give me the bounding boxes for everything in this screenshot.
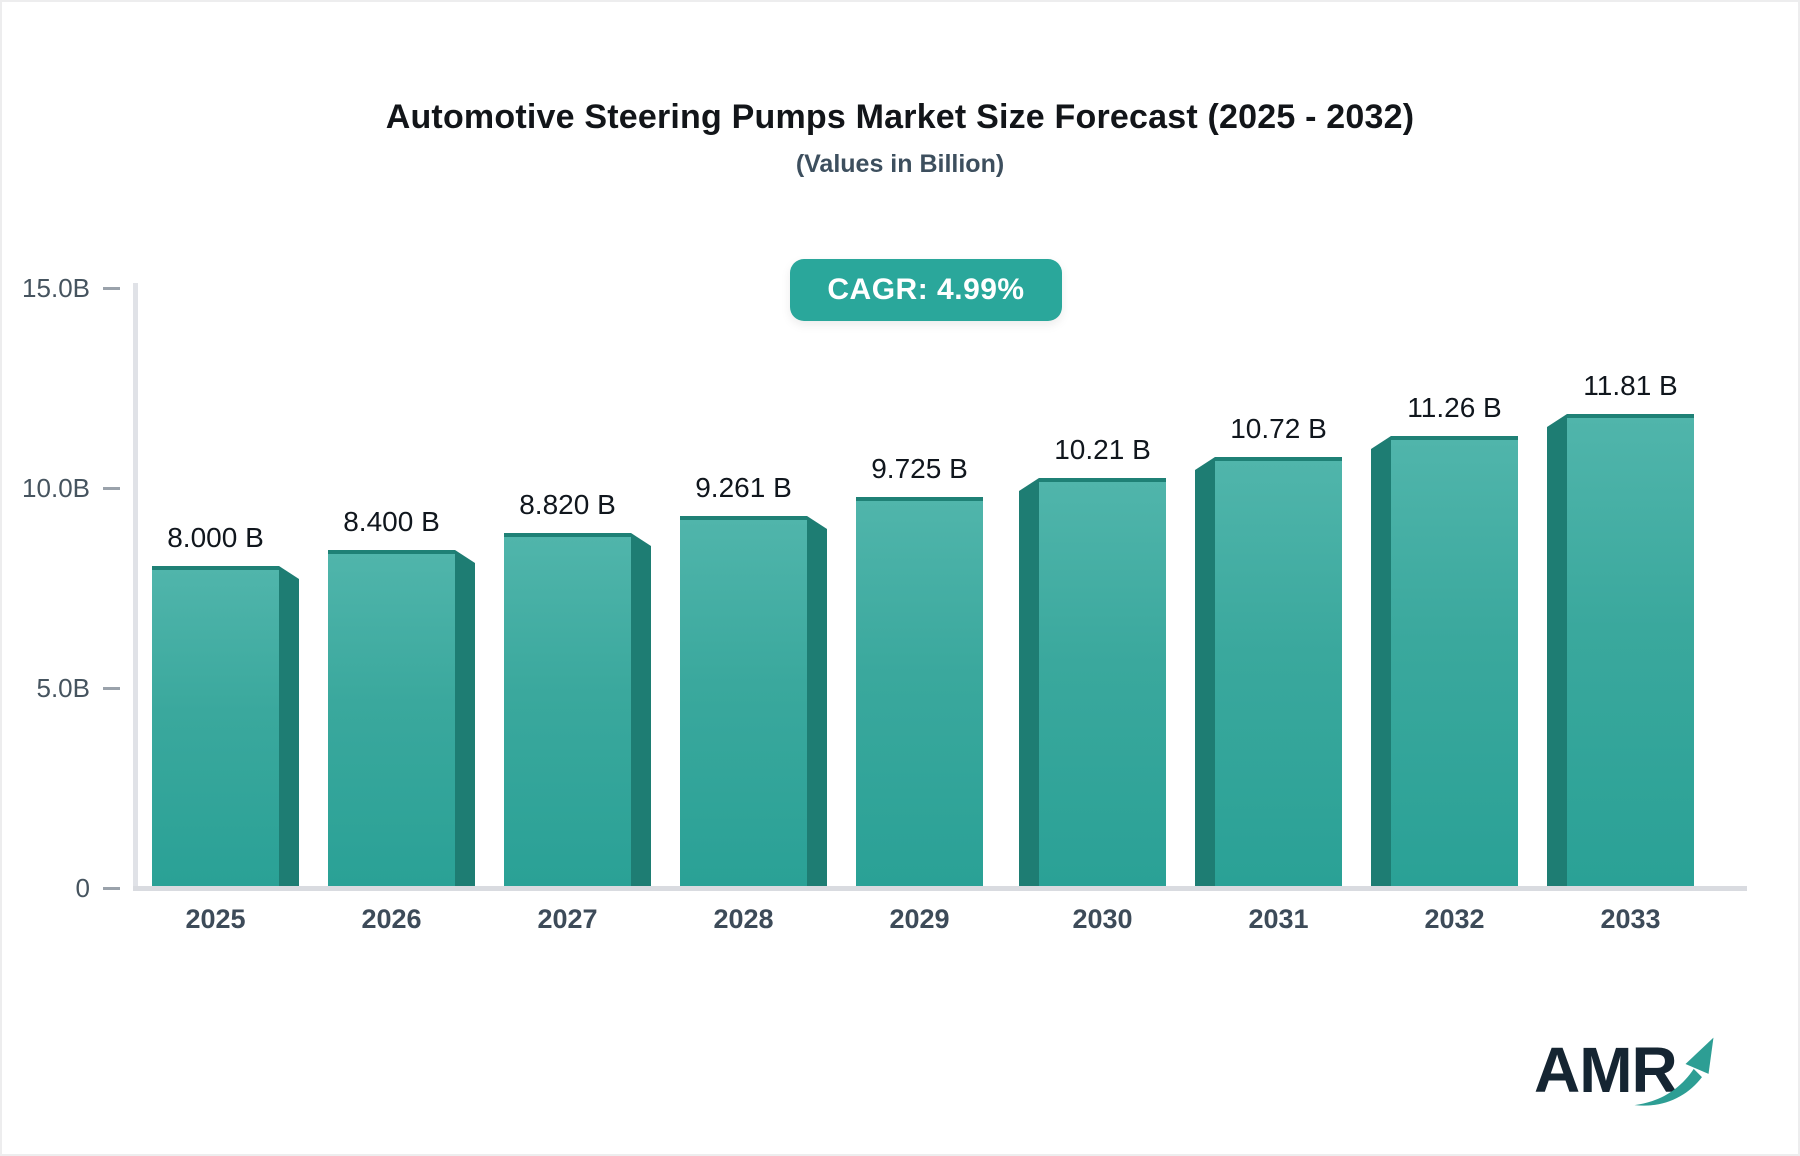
amr-logo-text: AMR — [1534, 1034, 1678, 1106]
bar-group[interactable] — [504, 533, 651, 886]
bar-value-label: 9.261 B — [695, 472, 792, 503]
bar-value-label: 9.725 B — [871, 453, 968, 484]
y-tick-label: 5.0B — [36, 673, 91, 703]
y-tick-label: 10.0B — [22, 473, 90, 503]
x-tick-label: 2031 — [1248, 904, 1309, 934]
x-axis-line — [133, 886, 1747, 891]
bar-value-label: 8.400 B — [343, 506, 440, 537]
chart-title: Automotive Steering Pumps Market Size Fo… — [385, 98, 1415, 136]
bar-value-label: 10.21 B — [1054, 434, 1151, 465]
bar-side-panel — [1371, 436, 1391, 886]
growth-arrow-icon — [1634, 1037, 1714, 1106]
bar-side-panel — [807, 516, 827, 886]
y-tick — [103, 887, 120, 890]
bar-face[interactable] — [680, 516, 807, 886]
bar-value-label: 11.81 B — [1583, 370, 1678, 401]
x-tick-label: 2025 — [185, 904, 246, 934]
bar-side-panel — [279, 566, 299, 886]
bar-face[interactable] — [856, 497, 983, 886]
bar-value-label: 11.26 B — [1407, 392, 1502, 423]
bar-value-label: 8.820 B — [519, 489, 616, 520]
bar-face[interactable] — [504, 533, 631, 886]
bar-side-panel — [1195, 457, 1215, 886]
chart-subtitle: (Values in Billion) — [795, 150, 1005, 178]
y-tick-label: 0 — [75, 873, 90, 903]
bar-face[interactable] — [1391, 436, 1518, 886]
bar-group[interactable] — [856, 497, 983, 886]
bar-group[interactable] — [680, 516, 827, 886]
x-tick-label: 2033 — [1600, 904, 1661, 934]
bar-face[interactable] — [152, 566, 279, 886]
x-tick-label: 2027 — [537, 904, 598, 934]
x-tick-label: 2030 — [1072, 904, 1133, 934]
x-tick-label: 2028 — [713, 904, 774, 934]
y-axis-line — [133, 283, 138, 891]
bar-group[interactable] — [152, 566, 299, 886]
bar-face[interactable] — [1039, 478, 1166, 886]
bar-group[interactable] — [328, 550, 475, 886]
bar-group[interactable] — [1371, 436, 1518, 886]
bar-side-panel — [455, 550, 475, 886]
x-tick-label: 2029 — [889, 904, 950, 934]
cagr-badge: CAGR: 4.99% — [790, 259, 1062, 321]
bar-side-panel — [631, 533, 651, 886]
bar-side-panel — [1547, 414, 1567, 886]
bar-group[interactable] — [1195, 457, 1342, 886]
y-tick — [103, 687, 120, 690]
bar-side-panel — [1019, 478, 1039, 886]
bar-group[interactable] — [1019, 478, 1166, 886]
bar-value-label: 8.000 B — [167, 522, 264, 553]
bar-face[interactable] — [1215, 457, 1342, 886]
amr-logo: AMR — [1534, 1034, 1719, 1114]
bar-group[interactable] — [1547, 414, 1694, 886]
x-tick-label: 2026 — [361, 904, 422, 934]
bar-value-label: 10.72 B — [1230, 413, 1327, 444]
y-tick — [103, 487, 120, 490]
x-tick-label: 2032 — [1424, 904, 1485, 934]
y-tick-label: 15.0B — [22, 273, 90, 303]
bar-face[interactable] — [1567, 414, 1694, 886]
bar-face[interactable] — [328, 550, 455, 886]
y-tick — [103, 287, 120, 290]
